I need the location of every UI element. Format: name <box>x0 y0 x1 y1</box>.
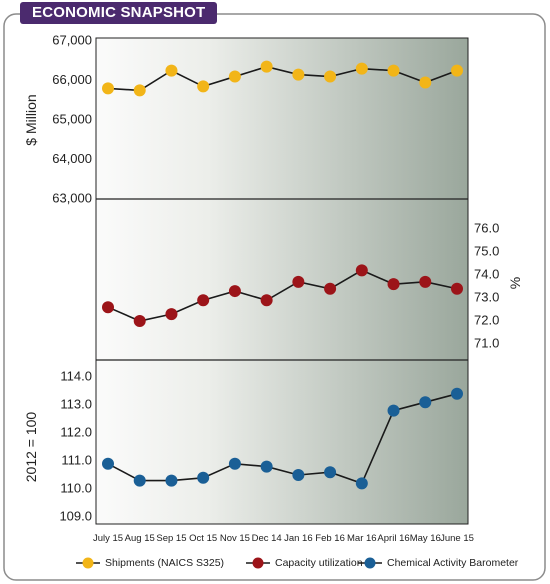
x-tick-label: April 16 <box>377 533 409 544</box>
legend: Shipments (NAICS S325) Capacity utilizati… <box>76 557 519 569</box>
capacity-tick-label: 76.0 <box>474 220 499 235</box>
legend-swatch-marker <box>252 557 264 569</box>
cab-tick-label: 109.0 <box>59 508 92 523</box>
plot-background <box>95 37 469 525</box>
x-tick-label: May 16 <box>410 533 441 544</box>
shipments-point <box>451 64 463 77</box>
legend-label: Chemical Activity Barometer <box>387 557 519 569</box>
capacity-point <box>197 294 210 307</box>
capacity-point <box>260 294 273 307</box>
shipments-tick-label: 63,000 <box>52 190 92 205</box>
capacity-tick-label: 75.0 <box>474 243 499 258</box>
cab-point <box>419 396 432 409</box>
cab-point <box>260 460 273 473</box>
capacity-point <box>387 278 400 291</box>
x-tick-label: July 15 <box>93 533 123 544</box>
cab-point <box>197 471 210 484</box>
legend-label: Capacity utilization <box>275 557 363 569</box>
cab-point <box>451 387 463 400</box>
cab-point <box>324 466 337 479</box>
capacity-point <box>355 264 368 277</box>
cab-point <box>228 457 241 470</box>
capacity-point <box>228 285 241 298</box>
x-tick-label: Oct 15 <box>189 533 217 544</box>
x-tick-label: Feb 16 <box>315 533 345 544</box>
capacity-tick-label: 72.0 <box>474 312 499 327</box>
legend-label: Shipments (NAICS S325) <box>105 557 224 569</box>
capacity-point <box>102 301 114 314</box>
cab-axis-label: 2012 = 100 <box>23 412 39 483</box>
shipments-tick-label: 64,000 <box>52 151 92 166</box>
shipments-point <box>165 64 178 77</box>
x-tick-label: Sep 15 <box>156 533 186 544</box>
capacity-point <box>292 275 305 288</box>
shipments-tick-label: 67,000 <box>52 32 92 47</box>
x-tick-label: Aug 15 <box>125 533 155 544</box>
capacity-axis-label: % <box>507 277 523 289</box>
shipments-point <box>419 76 432 89</box>
cab-point <box>355 477 368 490</box>
capacity-point <box>419 275 432 288</box>
shipments-point <box>102 82 114 95</box>
capacity-tick-label: 71.0 <box>474 336 499 351</box>
cab-tick-label: 113.0 <box>60 396 92 411</box>
shipments-point <box>324 70 337 83</box>
cab-point <box>165 474 178 487</box>
cab-point <box>387 404 400 417</box>
shipments-point <box>387 64 400 77</box>
capacity-point <box>165 308 178 321</box>
capacity-point <box>133 315 146 328</box>
x-tick-label: Dec 14 <box>252 533 282 544</box>
shipments-point <box>260 60 273 73</box>
x-tick-label: June 15 <box>440 533 474 544</box>
x-tick-label: Jan 16 <box>284 533 313 544</box>
legend-swatch-marker <box>364 557 376 569</box>
shipments-tick-label: 65,000 <box>52 111 92 126</box>
shipments-axis-label: $ Million <box>23 94 39 145</box>
cab-point <box>102 457 114 470</box>
cab-tick-label: 110.0 <box>60 480 92 495</box>
shipments-point <box>133 84 146 97</box>
capacity-point <box>451 282 463 295</box>
shipments-point <box>197 80 210 93</box>
x-tick-label: Mar 16 <box>347 533 377 544</box>
shipments-point <box>292 68 305 81</box>
x-tick-label: Nov 15 <box>220 533 250 544</box>
capacity-point <box>324 282 337 295</box>
shipments-point <box>355 62 368 75</box>
cab-tick-label: 112.0 <box>60 424 92 439</box>
cab-tick-label: 114.0 <box>60 368 92 383</box>
cab-point <box>133 474 146 487</box>
shipments-point <box>228 70 241 83</box>
capacity-tick-label: 73.0 <box>474 289 499 304</box>
chart-title-badge: ECONOMIC SNAPSHOT <box>20 2 218 24</box>
cab-tick-label: 111.0 <box>61 452 92 467</box>
legend-swatch-marker <box>82 557 94 569</box>
cab-point <box>292 469 305 481</box>
capacity-tick-label: 74.0 <box>474 266 499 281</box>
shipments-tick-label: 66,000 <box>52 72 92 87</box>
